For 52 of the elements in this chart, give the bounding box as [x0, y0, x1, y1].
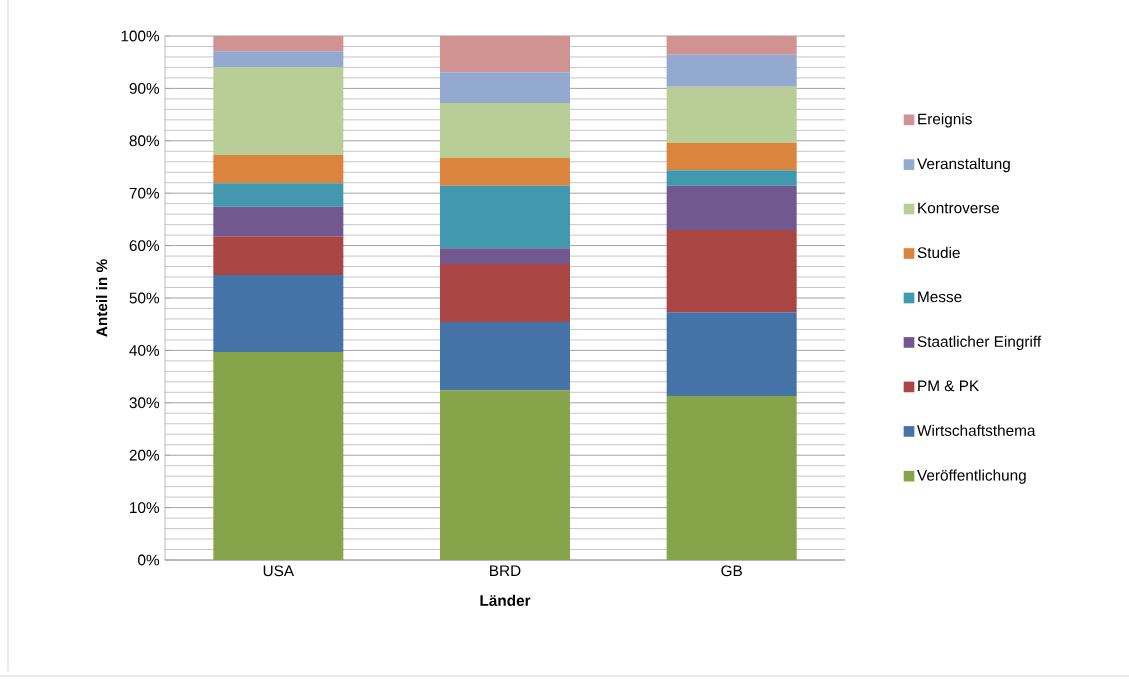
- legend-label: Veröffentlichung: [917, 469, 1026, 484]
- bar: [440, 103, 570, 159]
- y-tick-label: 70%: [129, 187, 160, 199]
- legend-label: Messe: [918, 291, 962, 303]
- bar: [666, 36, 797, 55]
- bar: [440, 248, 570, 264]
- legend-label: Veranstaltung: [917, 157, 1010, 173]
- bar: [213, 206, 344, 237]
- bar: [213, 154, 344, 184]
- bar: [440, 185, 570, 249]
- bar: [213, 183, 344, 207]
- x-tick-label: USA: [263, 565, 295, 577]
- bar: [666, 86, 797, 143]
- bar: [213, 51, 344, 67]
- bar: [440, 390, 570, 560]
- bar: [666, 142, 797, 171]
- y-tick-label: 30%: [129, 397, 160, 409]
- legend-label: Staatlicher Eingriff: [917, 335, 1042, 351]
- bar: [666, 229, 797, 313]
- bar: [440, 72, 570, 104]
- y-tick-label: 50%: [129, 292, 160, 304]
- y-tick-label: 100%: [121, 30, 160, 42]
- x-axis-title: Länder: [480, 594, 531, 606]
- bar: [666, 170, 797, 186]
- bar: [440, 263, 570, 323]
- bar: [666, 395, 797, 560]
- x-tick-label: BRD: [490, 565, 521, 576]
- bar: [440, 36, 570, 73]
- y-tick-label: 80%: [129, 135, 160, 147]
- bar: [666, 185, 797, 230]
- bar: [440, 322, 570, 391]
- bar: [213, 36, 344, 52]
- bar: [440, 158, 570, 186]
- bar: [213, 351, 344, 560]
- bar: [213, 66, 344, 155]
- x-tick-label: GB: [721, 565, 742, 577]
- legend-label: Ereignis: [918, 113, 972, 128]
- bar: [666, 312, 797, 396]
- y-tick-label: 10%: [130, 502, 160, 514]
- y-tick-label: 0%: [138, 554, 160, 566]
- bar: [213, 236, 344, 275]
- y-tick-label: 40%: [129, 344, 160, 356]
- legend-label: Kontroverse: [918, 202, 999, 214]
- bar: [213, 274, 344, 352]
- legend-label: Wirtschaftsthema: [917, 424, 1036, 436]
- y-tick-label: 90%: [129, 82, 160, 94]
- y-tick-label: 20%: [129, 449, 160, 461]
- y-tick-label: 60%: [129, 240, 160, 252]
- y-axis-title: Anteil in %: [96, 259, 108, 337]
- bar: [666, 54, 797, 87]
- legend-label: PM & PK: [918, 380, 980, 392]
- legend-label: Studie: [917, 246, 960, 259]
